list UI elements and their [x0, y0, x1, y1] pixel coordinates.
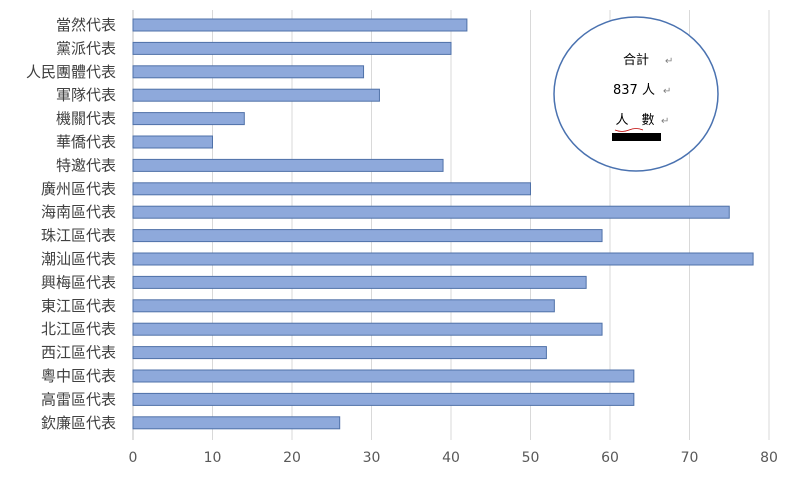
bar	[132, 41, 452, 55]
bar	[132, 346, 547, 360]
category-label: 人民團體代表	[26, 63, 116, 81]
category-label: 東江區代表	[41, 297, 116, 315]
bar	[132, 88, 380, 102]
return-mark-icon: ↵	[665, 56, 673, 67]
category-label: 當然代表	[56, 16, 116, 34]
bar	[132, 392, 635, 406]
total-label: 合計	[623, 52, 649, 68]
category-label: 海南區代表	[41, 203, 116, 221]
category-label: 興梅區代表	[41, 273, 116, 291]
category-label: 粵中區代表	[41, 367, 116, 385]
bar	[132, 275, 587, 289]
category-label: 潮汕區代表	[41, 250, 116, 268]
x-tick-label: 40	[442, 450, 460, 466]
x-tick-label: 10	[204, 450, 222, 466]
category-label: 軍隊代表	[56, 86, 116, 104]
redaction-bar	[612, 133, 661, 141]
x-tick-label: 70	[681, 450, 699, 466]
bar	[132, 65, 365, 79]
category-label: 華僑代表	[56, 133, 116, 151]
category-label: 廣州區代表	[41, 180, 116, 198]
bar	[132, 18, 468, 32]
x-tick-label: 20	[283, 450, 301, 466]
bar	[132, 135, 213, 149]
category-label: 北江區代表	[41, 320, 116, 338]
x-tick-label: 30	[363, 450, 381, 466]
bar	[132, 182, 531, 196]
x-tick-label: 80	[760, 450, 778, 466]
category-label: 欽廉區代表	[41, 414, 116, 432]
spellcheck-underline	[614, 128, 644, 132]
x-tick-labels: 0 10 20 30 40 50 60 70 80	[129, 450, 778, 466]
category-label: 西江區代表	[41, 344, 116, 362]
bar	[132, 112, 245, 126]
callout-ellipse	[553, 16, 719, 172]
category-labels: 當然代表黨派代表人民團體代表軍隊代表機關代表華僑代表特邀代表廣州區代表海南區代表…	[26, 16, 116, 432]
category-label: 機關代表	[56, 110, 116, 128]
bar	[132, 252, 754, 266]
category-label: 黨派代表	[56, 39, 116, 57]
return-mark-icon: ↵	[663, 86, 671, 97]
bar	[132, 205, 730, 219]
count-label: 人 數	[615, 113, 654, 128]
x-tick-label: 0	[129, 450, 138, 466]
x-tick-label: 60	[601, 450, 619, 466]
bar	[132, 322, 603, 336]
bar	[132, 158, 444, 172]
total-callout: 合計 ↵ 837 人 ↵ 人 數 ↵	[553, 16, 719, 172]
category-label: 高雷區代表	[41, 390, 116, 408]
bar	[132, 229, 603, 243]
bar	[132, 416, 341, 430]
total-value: 837 人	[613, 83, 655, 98]
x-tick-label: 50	[522, 450, 540, 466]
category-label: 珠江區代表	[41, 227, 116, 245]
bars	[132, 18, 754, 430]
bar	[132, 299, 555, 313]
bar	[132, 369, 635, 383]
category-label: 特邀代表	[56, 156, 116, 174]
return-mark-icon: ↵	[661, 116, 669, 127]
